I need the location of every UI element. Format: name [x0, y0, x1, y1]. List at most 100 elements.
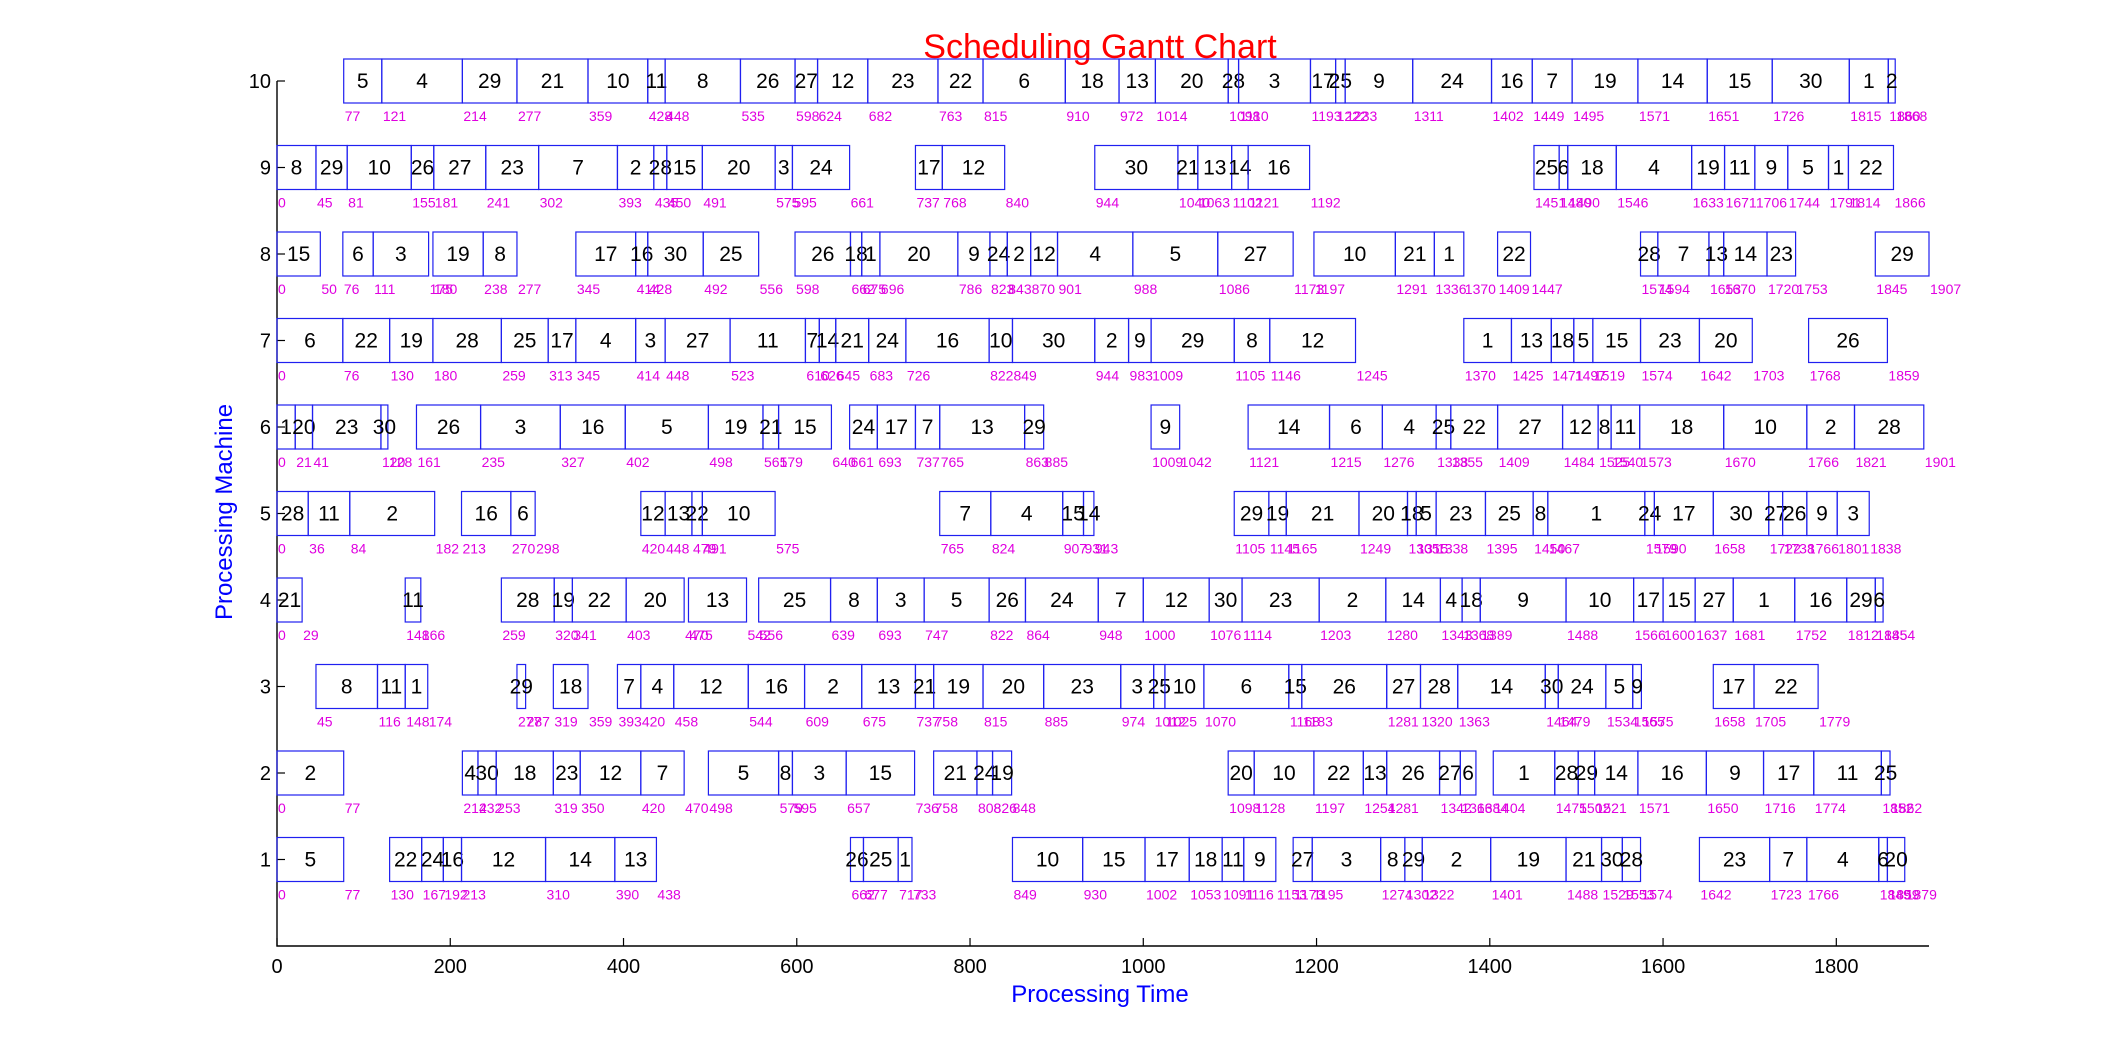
job-label: 19 — [1517, 849, 1540, 872]
task-box — [1082, 490, 1095, 537]
job-label: 26 — [1333, 676, 1356, 699]
start-time-label: 1791 — [1830, 195, 1861, 211]
task-bar: 18 1471 — [1550, 317, 1584, 384]
job-label: 15 — [1102, 849, 1125, 872]
start-time-label: 1801 — [1838, 541, 1869, 557]
end-time-label: 359 — [589, 714, 613, 730]
job-label: 20 — [292, 416, 315, 439]
start-time-label: 498 — [709, 454, 733, 470]
task-bar: 25 1222 — [1329, 58, 1368, 124]
task-bar: 10 1197 — [1313, 231, 1396, 297]
start-time-label: 1488 — [1567, 627, 1598, 643]
task-bar: 21 1165 — [1285, 490, 1360, 557]
task-bar: 28 1821 — [1853, 404, 1925, 470]
start-time-label: 1534 — [1607, 714, 1638, 730]
task-bar: 25 556 — [758, 577, 832, 643]
job-label: 13 — [970, 416, 993, 439]
start-time-label: 232 — [479, 800, 503, 816]
start-time-label: 972 — [1120, 108, 1144, 124]
task-bar: 7 737 — [914, 404, 941, 470]
job-label: 12 — [599, 762, 622, 785]
task-bar: 13 448 — [664, 490, 693, 557]
task-bar: 15 579 — [777, 404, 833, 470]
job-label: 21 — [841, 330, 864, 353]
start-time-label: 1525 — [1599, 454, 1630, 470]
start-time-label: 1404 — [1494, 800, 1525, 816]
job-label: 22 — [949, 70, 972, 93]
start-time-label: 1338 — [1437, 541, 1468, 557]
end-time-label: 287 — [527, 714, 551, 730]
task-bar: 3 235 — [479, 404, 561, 470]
task-bar: 16 1121 — [1247, 144, 1311, 211]
start-time-label: 1091 — [1223, 887, 1254, 903]
start-time-label: 120 — [382, 454, 406, 470]
task-bar: 7 420 — [640, 750, 685, 816]
job-label: 3 — [895, 589, 907, 612]
task-box — [276, 836, 345, 883]
start-time-label: 1195 — [1313, 887, 1343, 903]
task-bar: 14 1121 — [1247, 404, 1331, 470]
task-bar: 3 595 — [791, 750, 847, 816]
job-label: 14 — [1605, 762, 1629, 785]
job-label: 9 — [1765, 157, 1777, 180]
task-bar: 7 393 — [616, 663, 642, 730]
task-bar: 2 84 — [349, 490, 436, 557]
task-bar: 13 1254 — [1362, 750, 1396, 816]
task-bar: 11 1671 — [1723, 144, 1757, 211]
y-tick-label: 5 — [260, 504, 271, 526]
task-bar: 29 214 — [461, 58, 518, 124]
start-time-label: 1464 — [1546, 714, 1577, 730]
task-bar: 17 1658 — [1712, 663, 1755, 730]
task-box — [897, 836, 913, 883]
task-bar: 2 944 — [1094, 317, 1130, 384]
task-bar: 8 448 — [664, 58, 742, 124]
job-label: 30 — [1799, 70, 1822, 93]
task-bar: 9 1009 — [1150, 404, 1183, 470]
job-label: 4 — [1837, 849, 1849, 872]
task-bar: 23 319 — [552, 750, 581, 816]
job-label: 23 — [1770, 243, 1793, 266]
start-time-label: 167 — [423, 887, 447, 903]
start-time-label: 1633 — [1693, 195, 1724, 211]
start-time-label: 1720 — [1768, 281, 1799, 297]
task-bar: 25 1395 — [1484, 490, 1534, 557]
job-label: 20 — [1714, 330, 1737, 353]
task-bar: 12 420 — [640, 490, 666, 557]
start-time-label: 1302 — [1406, 887, 1437, 903]
start-time-label: 765 — [941, 541, 965, 557]
job-label: 30 — [1125, 157, 1148, 180]
job-label: 25 — [1874, 762, 1897, 785]
start-time-label: 1495 — [1573, 108, 1604, 124]
start-time-label: 277 — [518, 108, 542, 124]
job-label: 1 — [411, 676, 423, 699]
task-bar: 26 161 — [415, 404, 482, 470]
task-box — [845, 750, 916, 796]
start-time-label: 1766 — [1808, 887, 1839, 903]
task-bar: 13 972 — [1118, 58, 1157, 124]
task-bar: 7 948 — [1097, 577, 1144, 643]
start-time-label: 492 — [704, 281, 728, 297]
task-bar: 11 116 — [376, 663, 406, 730]
task-bar: 10 822 — [988, 317, 1014, 384]
start-time-label: 1490 — [1569, 195, 1600, 211]
x-tick-label: 800 — [953, 956, 986, 978]
task-bar: 27 448 — [664, 317, 731, 384]
task-bar: 23 1338 — [1435, 490, 1487, 557]
job-label: 14 — [816, 330, 840, 353]
start-time-label: 1650 — [1707, 800, 1738, 816]
task-bar: 6 76 — [342, 231, 374, 297]
start-time-label: 1642 — [1700, 887, 1731, 903]
job-label: 3 — [515, 416, 527, 439]
start-time-label: 1502 — [1579, 800, 1610, 816]
task-bar: 13 1063 — [1197, 144, 1233, 211]
job-label: 20 — [907, 243, 930, 266]
task-bar: 23 1574 — [1639, 317, 1701, 384]
job-label: 16 — [1267, 157, 1290, 180]
task-bar: 11 36 — [307, 490, 351, 557]
job-label: 28 — [1427, 676, 1450, 699]
start-time-label: 393 — [618, 195, 642, 211]
task-box — [1433, 231, 1465, 277]
task-bar: 19 826 — [990, 750, 1017, 816]
job-label: 1 — [1591, 503, 1603, 526]
